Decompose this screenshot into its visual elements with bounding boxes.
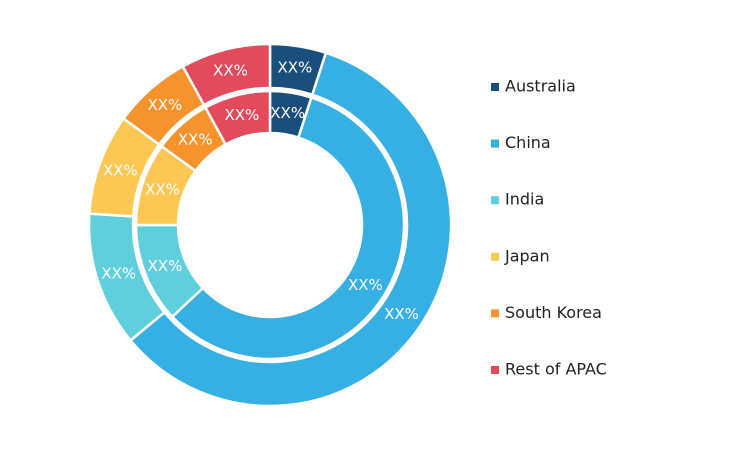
segment-label: XX% (101, 265, 136, 283)
legend-label: Japan (504, 246, 550, 265)
legend-label: India (505, 190, 544, 209)
segment-label: XX% (178, 131, 213, 149)
segment-label: XX% (348, 276, 383, 294)
pie-segment (181, 42, 272, 107)
segment-label: XX% (103, 162, 138, 180)
legend-label: China (505, 133, 551, 152)
segment-label: XX% (270, 104, 305, 122)
legend-label: Rest of APAC (505, 360, 607, 379)
segment-label: XX% (213, 61, 248, 79)
legend-label: South Korea (505, 303, 602, 322)
legend-marker (491, 252, 499, 261)
segment-label: XX% (277, 58, 312, 76)
pie-segment (128, 51, 453, 408)
legend-marker (491, 309, 499, 318)
legend-marker (491, 366, 499, 374)
segment-label: XX% (224, 106, 259, 124)
segment-label: XX% (148, 257, 183, 275)
segment-label: XX% (384, 305, 419, 323)
segment-label: XX% (145, 181, 180, 199)
pie-segment (170, 95, 406, 361)
legend-marker (491, 139, 499, 148)
pie-segment (203, 89, 272, 147)
segment-label: XX% (147, 96, 182, 114)
legend-label: Australia (505, 77, 576, 96)
legend-marker (491, 83, 499, 91)
legend-marker (491, 196, 499, 205)
